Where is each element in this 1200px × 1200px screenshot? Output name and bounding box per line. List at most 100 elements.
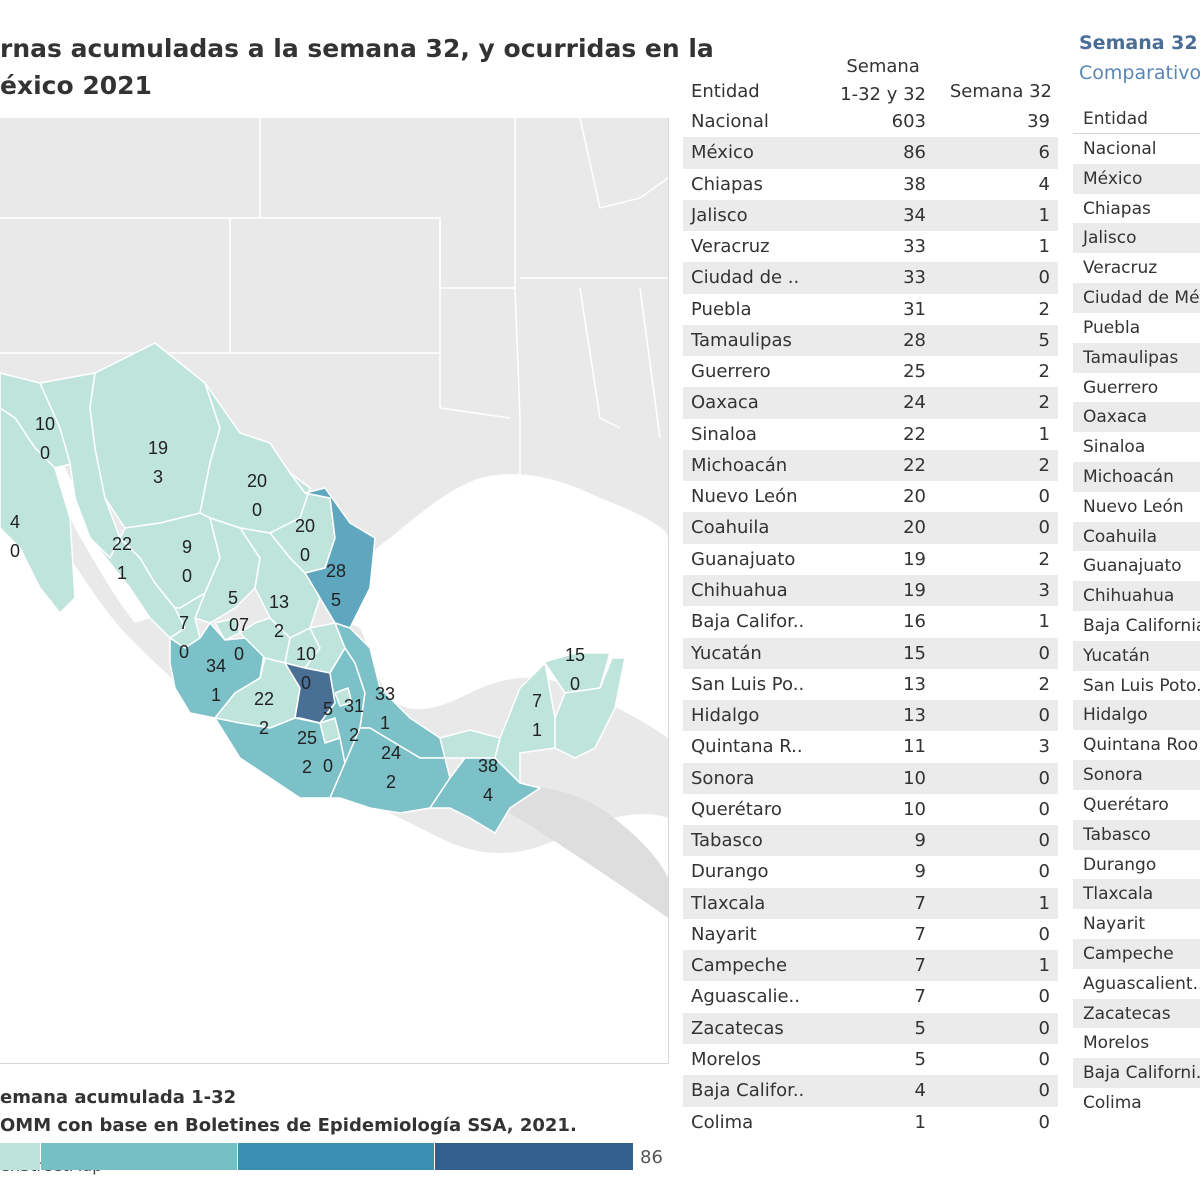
table-row[interactable]: Quintana Roo bbox=[1083, 735, 1199, 756]
comparison-column-header-entity[interactable]: Entidad bbox=[1073, 105, 1200, 134]
table-row[interactable]: Hidalgo 13 0 bbox=[683, 700, 1058, 732]
table-row[interactable]: Nacional 603 39 bbox=[683, 106, 1058, 137]
state-campeche[interactable] bbox=[494, 662, 556, 784]
table-row[interactable]: Tamaulipas bbox=[1073, 342, 1200, 373]
table-row[interactable]: Oaxaca bbox=[1073, 402, 1200, 433]
table-row[interactable]: Colima 1 0 bbox=[683, 1107, 1058, 1138]
table-row[interactable]: Sonora bbox=[1073, 760, 1200, 790]
table-row[interactable]: Aguascalie.. 7 0 bbox=[683, 981, 1058, 1012]
state-tlaxcala[interactable] bbox=[334, 687, 353, 707]
cell-entity: Michoacán bbox=[691, 454, 788, 476]
choropleth-map[interactable]: 10 0 4 0 19 3 20 0 20 0 28 5 22 1 9 0 5 13 2 07 0 7 0 34 1 10 0 22 2… bbox=[0, 118, 669, 1178]
table-row[interactable]: Nayarit 7 0 bbox=[683, 919, 1058, 950]
table-row[interactable]: Tlaxcala bbox=[1073, 879, 1200, 910]
table-row[interactable]: San Luis Po.. 13 2 bbox=[683, 669, 1058, 700]
table-row[interactable]: Quintana R.. 11 3 bbox=[683, 731, 1058, 762]
table-row[interactable]: Baja California bbox=[1083, 616, 1200, 636]
cell-week: 0 bbox=[1038, 830, 1050, 852]
table-row[interactable]: Zacatecas 5 0 bbox=[683, 1012, 1058, 1044]
column-header-accumulated[interactable]: Semana 1-32 y 32 bbox=[840, 53, 926, 109]
cell-week: 39 bbox=[1027, 111, 1050, 132]
table-row[interactable]: Nuevo León bbox=[1083, 496, 1184, 517]
table-row[interactable]: Sonora 10 0 bbox=[683, 762, 1058, 794]
table-row[interactable]: Tlaxcala 7 1 bbox=[683, 887, 1058, 919]
table-row[interactable]: Veracruz 33 1 bbox=[683, 231, 1058, 262]
table-row[interactable]: Tabasco bbox=[1073, 819, 1200, 850]
cell-accumulated: 31 bbox=[903, 298, 926, 320]
table-row[interactable]: Morelos bbox=[1083, 1033, 1150, 1054]
table-row[interactable]: Hidalgo bbox=[1073, 700, 1200, 731]
table-row[interactable]: Tamaulipas 28 5 bbox=[683, 324, 1058, 357]
table-row[interactable]: Guerrero bbox=[1083, 377, 1159, 398]
table-row[interactable]: Nayarit bbox=[1083, 914, 1145, 935]
table-row[interactable]: Oaxaca 24 2 bbox=[683, 387, 1058, 419]
table-row[interactable]: Morelos 5 0 bbox=[683, 1044, 1058, 1075]
table-row[interactable]: Michoacán 22 2 bbox=[683, 449, 1058, 482]
state-chiapas[interactable] bbox=[429, 757, 541, 834]
state-baja-california-sur[interactable] bbox=[0, 407, 76, 614]
table-row[interactable]: Durango 9 0 bbox=[683, 856, 1058, 887]
table-row[interactable]: Jalisco bbox=[1073, 223, 1200, 254]
table-row[interactable]: Sinaloa bbox=[1083, 437, 1146, 458]
table-row[interactable]: San Luis Poto.. bbox=[1083, 675, 1200, 696]
cell-entity: Nuevo León bbox=[691, 486, 798, 508]
table-row[interactable]: Baja Californi.. bbox=[1073, 1058, 1200, 1088]
column-header-week[interactable]: Semana 32 bbox=[949, 81, 1052, 102]
table-row[interactable]: Sinaloa 22 1 bbox=[683, 419, 1058, 450]
table-row[interactable]: Veracruz bbox=[1083, 258, 1158, 279]
table-row[interactable]: Baja Califor.. 16 1 bbox=[683, 606, 1058, 637]
state-chihuahua[interactable] bbox=[89, 342, 221, 529]
table-row[interactable]: Michoacán bbox=[1073, 461, 1200, 492]
table-row[interactable]: Guanajuato 19 2 bbox=[683, 544, 1058, 575]
table-row[interactable]: Aguascalient.. bbox=[1083, 973, 1200, 994]
map-label-accumulated: 15 bbox=[565, 645, 585, 665]
comparison-table: Entidad Nacional México Chiapas Jalisco Vera… bbox=[1073, 105, 1200, 1118]
table-row[interactable]: Guerrero 25 2 bbox=[683, 356, 1058, 387]
table-row[interactable]: Coahuila bbox=[1073, 521, 1200, 552]
table-row[interactable]: Campeche 7 1 bbox=[683, 950, 1058, 982]
table-row[interactable]: Colima bbox=[1083, 1093, 1142, 1113]
table-row[interactable]: Zacatecas bbox=[1073, 998, 1200, 1029]
table-row[interactable]: Ciudad de Mé.. bbox=[1073, 283, 1200, 313]
table-row[interactable]: México bbox=[1073, 163, 1200, 194]
cell-entity: Oaxaca bbox=[691, 392, 759, 414]
state-quintana-roo[interactable] bbox=[554, 657, 626, 759]
state-tabasco[interactable] bbox=[439, 729, 501, 759]
map-label-accumulated: 10 bbox=[35, 414, 55, 434]
table-row[interactable]: Puebla bbox=[1083, 317, 1141, 338]
table-row[interactable]: Nuevo León 20 0 bbox=[683, 481, 1058, 512]
legend-step-2 bbox=[41, 1143, 237, 1170]
table-row[interactable]: Nacional bbox=[1083, 139, 1157, 159]
table-row[interactable]: Chihuahua 19 3 bbox=[683, 574, 1058, 607]
table-row[interactable]: Coahuila 20 0 bbox=[683, 512, 1058, 544]
map-label-week: 0 bbox=[234, 644, 244, 664]
cell-week: 6 bbox=[1038, 142, 1050, 164]
table-row[interactable]: Chiapas 38 4 bbox=[683, 169, 1058, 200]
table-row[interactable]: Baja Califor.. 4 0 bbox=[683, 1075, 1058, 1107]
table-row[interactable]: Puebla 31 2 bbox=[683, 294, 1058, 325]
table-row[interactable]: Guanajuato bbox=[1083, 556, 1182, 577]
cell-week: 2 bbox=[1038, 361, 1050, 383]
map-label-accumulated: 9 bbox=[182, 537, 192, 557]
table-row[interactable]: México 86 6 bbox=[683, 137, 1058, 169]
table-row[interactable]: Durango bbox=[1083, 854, 1157, 875]
cell-entity: Sonora bbox=[691, 767, 755, 789]
table-row[interactable]: Chihuahua bbox=[1073, 581, 1200, 611]
state-jalisco[interactable] bbox=[169, 622, 266, 719]
table-row[interactable]: Querétaro bbox=[1083, 794, 1169, 815]
map-label-accumulated: 5 bbox=[228, 588, 238, 608]
cell-week: 2 bbox=[1038, 673, 1050, 695]
table-row[interactable]: Yucatán bbox=[1073, 640, 1200, 671]
table-row[interactable]: Ciudad de .. 33 0 bbox=[683, 262, 1058, 294]
column-header-entity[interactable]: Entidad bbox=[691, 81, 760, 102]
table-row[interactable]: Campeche bbox=[1073, 938, 1200, 969]
cell-week: 1 bbox=[1038, 955, 1050, 977]
table-row[interactable]: Yucatán 15 0 bbox=[683, 637, 1058, 669]
table-row[interactable]: Tabasco 9 0 bbox=[683, 825, 1058, 857]
map-label-week: 2 bbox=[302, 757, 312, 777]
table-row[interactable]: Jalisco 34 1 bbox=[683, 199, 1058, 232]
map-label-week: 1 bbox=[211, 685, 221, 705]
cell-week: 0 bbox=[1038, 1111, 1050, 1133]
table-row[interactable]: Querétaro 10 0 bbox=[683, 794, 1058, 825]
table-row[interactable]: Chiapas bbox=[1083, 198, 1151, 219]
